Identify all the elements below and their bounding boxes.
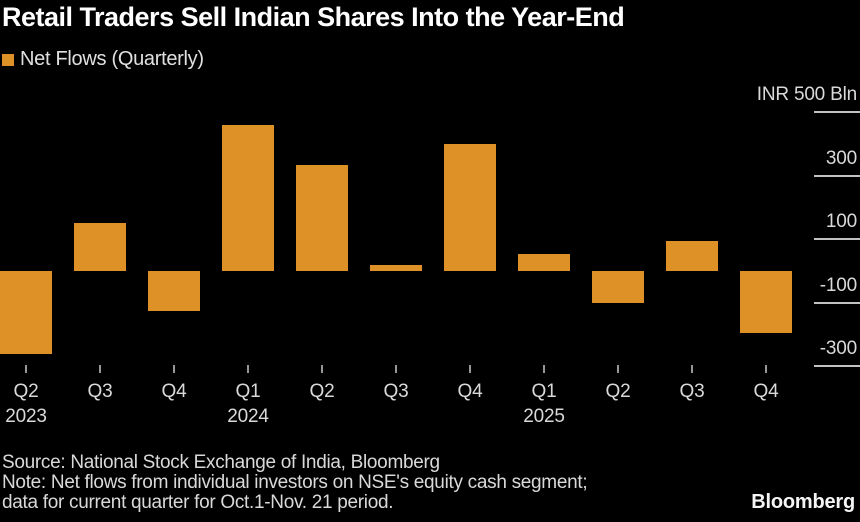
legend-swatch-icon (2, 53, 14, 66)
y-axis-tick-line (814, 365, 860, 368)
x-axis-label-q3-2024: Q3 (383, 381, 409, 402)
bar-q2-2023 (0, 271, 52, 354)
note-line-2: data for current quarter for Oct.1-Nov. … (2, 492, 394, 513)
x-axis-tick-mark (617, 365, 619, 373)
y-axis-label: 300 (825, 147, 857, 169)
bar-q4-2023 (148, 271, 200, 311)
y-axis-tick-line (814, 238, 860, 241)
x-axis-label-q1-2024: Q1 (235, 381, 261, 402)
chart-title: Retail Traders Sell Indian Shares Into t… (2, 2, 625, 32)
x-axis-tick-mark (247, 365, 249, 373)
x-axis-tick-mark (469, 365, 471, 373)
x-axis-tick-mark (691, 365, 693, 373)
x-axis-tick-mark (25, 365, 27, 373)
bar-q4-2024 (444, 144, 496, 271)
bar-q2-2024 (296, 164, 348, 271)
bar-q1-2024 (222, 124, 274, 271)
x-axis-year-label-2024: 2024 (227, 406, 269, 427)
y-axis-tick-line (814, 111, 860, 114)
x-axis-year-label-2025: 2025 (523, 406, 565, 427)
y-axis-label: -100 (819, 274, 857, 296)
bar-q3-2024 (370, 264, 422, 271)
x-axis-tick-mark (99, 365, 101, 373)
y-axis-tick-line (814, 174, 860, 177)
x-axis-label-q2-2024: Q2 (309, 381, 335, 402)
y-axis-label: INR 500 Bln (756, 84, 857, 106)
y-axis-label: -300 (819, 338, 857, 360)
bar-q1-2025 (518, 253, 570, 271)
source-note-block: Source: National Stock Exchange of India… (2, 452, 588, 513)
bar-q4-2025 (740, 271, 792, 333)
x-axis-tick-mark (173, 365, 175, 373)
bloomberg-logo: Bloomberg (751, 491, 855, 513)
x-axis-tick-mark (321, 365, 323, 373)
x-axis-year-label-2023: 2023 (5, 406, 47, 427)
x-axis-label-q3-2025: Q3 (679, 381, 705, 402)
note-line-1: Note: Net flows from individual investor… (2, 472, 588, 493)
x-axis-label-q2-2025: Q2 (605, 381, 631, 402)
source-line: Source: National Stock Exchange of India… (2, 452, 440, 473)
x-axis-label-q4-2025: Q4 (753, 381, 779, 402)
y-axis-tick-line (814, 301, 860, 304)
x-axis-label-q4-2024: Q4 (457, 381, 483, 402)
x-axis-label-q2-2023: Q2 (13, 381, 39, 402)
legend-label: Net Flows (Quarterly) (20, 48, 204, 70)
x-axis-label-q4-2023: Q4 (161, 381, 187, 402)
bar-q2-2025 (592, 271, 644, 303)
x-axis-tick-mark (765, 365, 767, 373)
x-axis-label-q3-2023: Q3 (87, 381, 113, 402)
bar-q3-2023 (74, 223, 126, 271)
x-axis-label-q1-2025: Q1 (531, 381, 557, 402)
x-axis-tick-mark (543, 365, 545, 373)
bar-q3-2025 (666, 240, 718, 271)
y-axis-label: 100 (825, 211, 857, 233)
legend: Net Flows (Quarterly) (2, 48, 204, 71)
x-axis-tick-mark (395, 365, 397, 373)
